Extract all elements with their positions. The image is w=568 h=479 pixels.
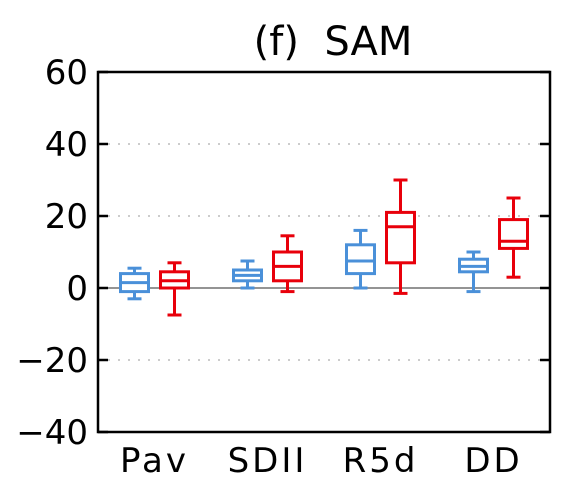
x-tick-label: Pav — [120, 441, 189, 479]
chart-title: (f) SAM — [254, 19, 413, 65]
x-tick-label: SDII — [228, 441, 308, 479]
box-dd-0 — [458, 250, 489, 294]
y-tick-label: −40 — [16, 413, 88, 453]
box-pav-1 — [159, 261, 190, 317]
x-tick-label: DD — [464, 441, 522, 479]
box-pav-0 — [119, 266, 150, 301]
y-axis: 60 40 20 0 −20 −40 — [16, 53, 550, 453]
grid-lines — [98, 143, 550, 361]
box-body — [498, 218, 529, 250]
box-body — [385, 210, 416, 265]
y-tick-label: −20 — [16, 341, 88, 381]
y-tick-label: 60 — [45, 53, 88, 93]
y-tick-label: 20 — [45, 197, 88, 237]
y-tick-label: 0 — [66, 269, 88, 309]
box-dd-1 — [498, 196, 529, 279]
x-tick-label: R5d — [343, 441, 419, 479]
plot-frame — [96, 70, 552, 434]
box-r5d-0 — [345, 228, 376, 290]
x-axis: Pav SDII R5d DD — [120, 441, 522, 479]
box-r5d-1 — [385, 178, 416, 295]
box-sdii-0 — [232, 259, 263, 290]
boxes — [119, 178, 529, 317]
box-body — [345, 243, 376, 276]
y-tick-label: 40 — [45, 125, 88, 165]
box-sdii-1 — [272, 234, 303, 294]
